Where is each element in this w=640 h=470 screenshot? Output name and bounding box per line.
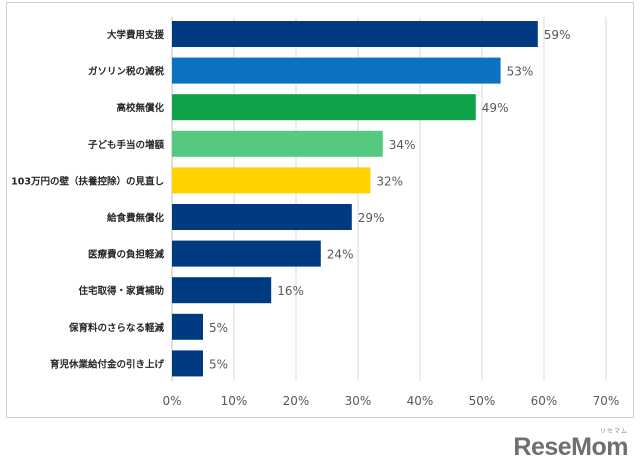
bar (172, 350, 203, 377)
category-label: 103万円の壁（扶養控除）の見直し (11, 175, 164, 187)
value-labels: 59% 53% 49% 34% 32% 29% 24% 16% 5% 5% (209, 28, 570, 371)
x-axis-tick-labels: 0% 10% 20% 30% 40% 50% 60% 70% (162, 394, 619, 408)
value-label: 49% (482, 101, 509, 115)
resemom-watermark: リセマム ReseMom (513, 429, 628, 462)
value-label: 5% (209, 321, 228, 335)
x-tick-label: 30% (345, 394, 372, 408)
bar (172, 240, 321, 267)
bar (172, 167, 371, 194)
category-label: 給食費無償化 (107, 212, 165, 224)
value-label: 53% (507, 65, 534, 79)
chart-frame: 大学費用支援ガソリン税の減税高校無償化子ども手当の増額 103万円の壁（扶養控除）… (6, 2, 634, 418)
bars (172, 21, 538, 377)
value-label: 34% (389, 138, 416, 152)
category-label: 育児休業給付金の引き上げ (50, 358, 165, 370)
x-tick-label: 0% (162, 394, 181, 408)
bar (172, 277, 272, 304)
bar (172, 21, 538, 47)
x-tick-label: 40% (407, 394, 434, 408)
bar (172, 313, 203, 340)
value-label: 24% (327, 248, 354, 262)
category-label: 保育料のさらなる軽減 (68, 322, 165, 334)
category-label: 子ども手当の増額 (88, 139, 165, 151)
category-label: 大学費用支援 (107, 29, 165, 41)
x-tick-label: 50% (469, 394, 496, 408)
category-label: 高校無償化 (116, 102, 164, 114)
x-tick-label: 10% (221, 394, 248, 408)
bar (172, 130, 383, 157)
value-label: 16% (277, 284, 304, 298)
watermark-ruby: リセマム (599, 429, 628, 435)
category-label: 医療費の負担軽減 (88, 249, 165, 261)
value-label: 59% (544, 28, 571, 42)
value-label: 5% (209, 357, 228, 371)
x-tick-label: 60% (531, 394, 558, 408)
bar (172, 94, 476, 121)
watermark-text: ReseMom (513, 433, 628, 461)
bar (172, 57, 501, 84)
x-tick-label: 20% (283, 394, 310, 408)
value-label: 32% (376, 174, 403, 188)
category-label: ガソリン税の減税 (88, 66, 165, 78)
value-label: 29% (358, 211, 385, 225)
x-tick-label: 70% (593, 394, 620, 408)
category-label: 住宅取得・家賃補助 (78, 285, 164, 297)
bar (172, 204, 352, 230)
